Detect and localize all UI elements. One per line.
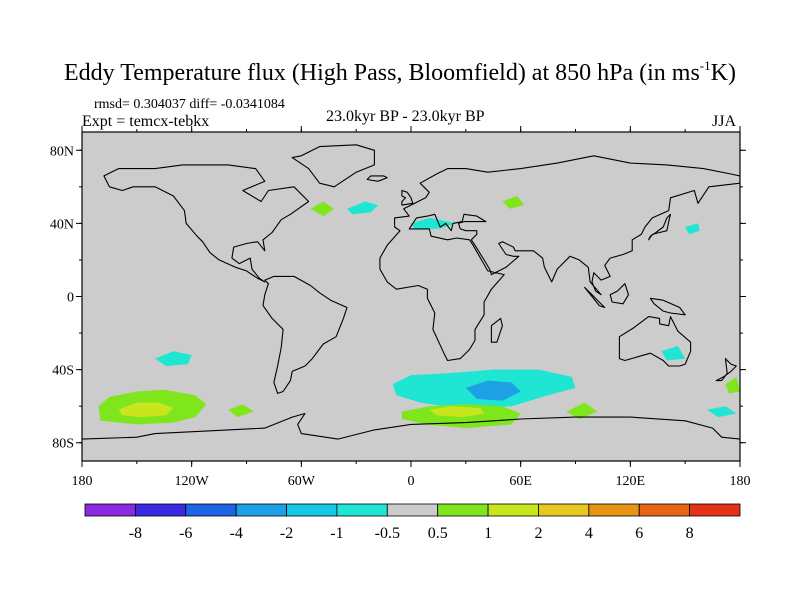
coastlines [82,144,740,440]
coast-iceland [366,175,388,182]
x-tick-label: 180 [730,474,751,489]
australia-negative-patch [661,345,686,361]
north-atlantic-patch [347,201,379,215]
south-pacific-small-patch [725,376,740,394]
coast-south-america [262,275,348,394]
colorbar-swatch [386,503,439,517]
colorbar [84,503,741,517]
south-pacific-negative [155,351,192,366]
colorbar-label: -1 [330,525,343,542]
colorbar-labels: -8 -6 -4 -2 -1 -0.5 0.5 1 2 4 6 8 [129,525,694,542]
colorbar-label: 1 [484,525,492,542]
y-tick-label: 0 [67,291,74,306]
colorbar-swatch [538,503,590,517]
y-tick-label: 40N [50,217,74,232]
colorbar-swatch [84,503,136,517]
colorbar-swatch [235,503,287,517]
rmsd-diff-stats: rmsd= 0.304037 diff= -0.0341084 [94,97,285,112]
kuroshio-patch [685,223,700,235]
antarctic-pac-patch [228,404,254,418]
colorbar-label: -6 [179,525,192,542]
colorbar-swatch [134,503,187,517]
x-tick-label: 120E [616,474,646,489]
colorbar-label: -8 [129,525,142,542]
title-end: K) [710,60,736,86]
coast-new-zealand [715,358,737,382]
coast-japan [648,213,672,241]
colorbar-label: 2 [534,525,542,542]
coast-greenland [291,144,375,188]
colorbar-swatch [185,503,237,517]
colorbar-label: -0.5 [375,525,400,542]
anomaly-fills [98,196,740,429]
season-label: JJA [712,113,737,130]
period-label: 23.0kyr BP - 23.0kyr BP [326,108,485,125]
x-tick-label: 180 [72,474,93,489]
south-atlantic-positive-core [429,406,485,418]
colorbar-label: 4 [585,525,593,542]
colorbar-label: 0.5 [428,525,448,542]
coast-new-guinea [649,297,686,316]
chart-title: Eddy Temperature flux (High Pass, Bloomf… [0,58,800,87]
x-tick-label: 60W [288,474,316,489]
coast-north-america [103,164,310,283]
indian-ocean-negative-core [465,380,521,401]
y-tick-label: 40S [52,364,74,379]
coast-antarctica [82,412,740,440]
colorbar-swatch [487,503,539,517]
colorbar-swatch [437,503,489,517]
colorbar-label: 6 [635,525,643,542]
colorbar-label: 8 [686,525,694,542]
colorbar-label: -4 [229,525,242,542]
experiment-label: Expt = temcx-tebkx [82,113,210,130]
x-tick-label: 0 [408,474,415,489]
title-superscript: -1 [699,58,711,73]
coast-sumatra [584,286,606,309]
coast-madagascar [490,317,503,343]
colorbar-swatch [588,503,640,517]
colorbar-label: -2 [280,525,293,542]
title-main: Eddy Temperature flux (High Pass, Bloomf… [64,60,700,86]
x-tick-label: 60E [509,474,532,489]
coast-indonesia-borneo [609,283,630,305]
mediterranean-patch [411,217,457,229]
y-tick-label: 80S [52,437,74,452]
east-indian-patch [566,402,598,419]
coast-uk [401,189,414,206]
axis-ticks [76,126,746,467]
norwegian-sea-patch [310,201,335,217]
y-tick-label: 80N [50,144,74,159]
colorbar-swatch [638,503,691,517]
south-pacific-core [118,402,174,418]
colorbar-swatch [689,503,741,517]
axis-tick-labels: 180 120W 60W 0 60E 120E 180 80N 40N 0 40S 80S [50,144,751,489]
colorbar-swatch [286,503,338,517]
x-tick-label: 120W [175,474,210,489]
east-pacific-patch [707,406,737,418]
map-plot-area [82,132,740,461]
coast-australia [618,316,692,367]
arctic-siberia-patch [502,196,525,209]
colorbar-swatch [336,503,388,517]
coast-africa-eurasia [379,155,740,362]
